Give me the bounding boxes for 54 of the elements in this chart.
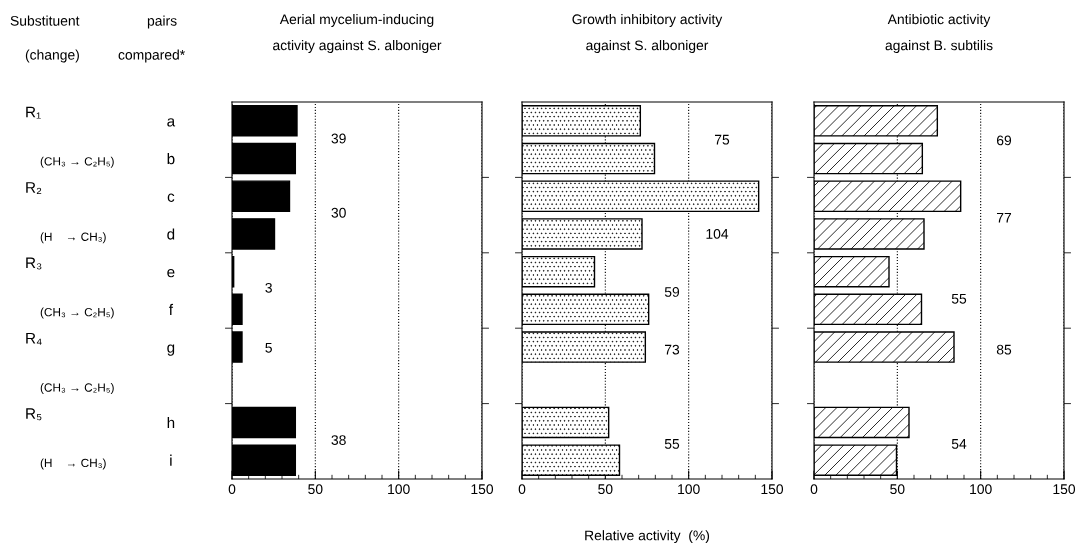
y-tick-label: a bbox=[167, 118, 176, 127]
annotation: 38 bbox=[331, 435, 346, 446]
annotation: 39 bbox=[331, 133, 346, 144]
x-tick-label: 150 bbox=[1053, 484, 1076, 495]
x-tick-label: 50 bbox=[890, 484, 905, 495]
text: R₅ bbox=[26, 408, 42, 421]
annotation: 3 bbox=[265, 282, 272, 293]
text: (H → CH₃) bbox=[40, 458, 106, 470]
text: pairs bbox=[147, 15, 177, 29]
x-tick-label: 100 bbox=[970, 484, 992, 495]
y-tick-label: i bbox=[170, 454, 172, 466]
x-tick-label: 100 bbox=[388, 484, 410, 495]
x-tick-label: 0 bbox=[228, 484, 236, 495]
annotation: 85 bbox=[996, 344, 1012, 355]
annotation: 104 bbox=[706, 228, 729, 239]
y-tick-label: f bbox=[168, 303, 174, 315]
text: (CH₃ → C₂H₅) bbox=[40, 156, 114, 168]
x-tick-label: 100 bbox=[678, 484, 700, 495]
y-tick-label: g bbox=[167, 344, 175, 356]
y-tick-label: c bbox=[167, 193, 175, 202]
text: compared* bbox=[118, 49, 185, 63]
x-tick-label: 0 bbox=[518, 484, 526, 495]
annotation: 75 bbox=[714, 134, 730, 145]
x-tick-label: 0 bbox=[810, 484, 818, 495]
annotation: 30 bbox=[331, 207, 346, 218]
annotation: 73 bbox=[664, 344, 680, 355]
annotation: 54 bbox=[951, 439, 967, 449]
text: R₄ bbox=[26, 332, 42, 345]
chart-title: Aerial mycelium-inducing activity against S. alboniger bbox=[273, 14, 442, 53]
x-tick-label: 50 bbox=[598, 484, 613, 495]
text: (CH₃ → C₂H₅) bbox=[40, 307, 114, 319]
text: R₃ bbox=[26, 257, 42, 270]
text: (H → CH₃) bbox=[40, 232, 106, 244]
annotation: 5 bbox=[265, 342, 272, 353]
annotation: 69 bbox=[996, 135, 1012, 146]
x-tick-label: 150 bbox=[471, 484, 494, 495]
chart-title: Growth inhibitory activity against S. alboniger bbox=[572, 14, 723, 53]
chart-title: Antibiotic activity against B. subtilis bbox=[885, 14, 993, 53]
text: (change) bbox=[25, 49, 79, 63]
text: (CH₃ → C₂H₅) bbox=[40, 383, 114, 395]
x-tick-label: 50 bbox=[308, 484, 323, 495]
y-tick-label: b bbox=[167, 153, 175, 165]
text: Substituent bbox=[10, 15, 80, 26]
x-tick-label: 150 bbox=[761, 484, 784, 495]
annotation: 59 bbox=[664, 287, 680, 297]
x-axis-title: Relative activity (%) bbox=[585, 530, 710, 544]
y-tick-label: d bbox=[167, 228, 175, 240]
y-tick-label: h bbox=[167, 416, 175, 428]
annotation: 55 bbox=[951, 293, 967, 304]
text: R₂ bbox=[26, 182, 42, 194]
text: R₁ bbox=[26, 106, 41, 119]
annotation: 77 bbox=[996, 212, 1012, 223]
annotation: 55 bbox=[664, 439, 680, 449]
y-tick-label: e bbox=[167, 268, 175, 278]
